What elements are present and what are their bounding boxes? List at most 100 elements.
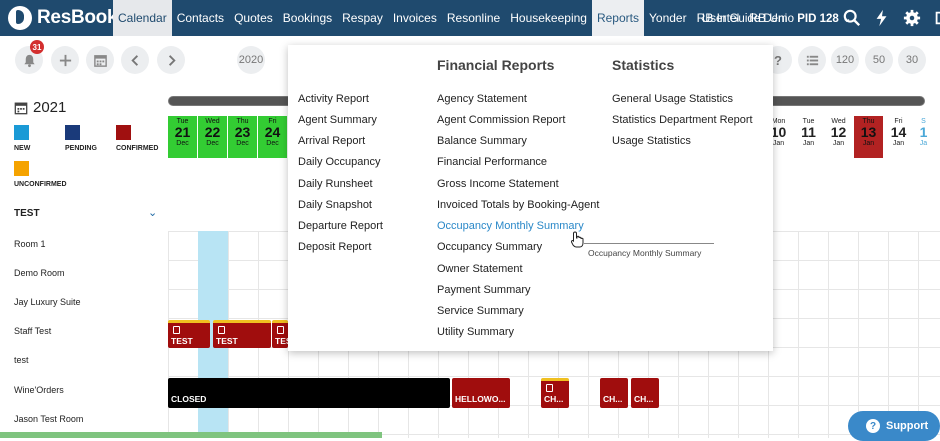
booking-block[interactable]: TEST [213,320,271,348]
legend-swatch [14,125,29,140]
nav-contacts[interactable]: Contacts [176,11,225,25]
nav-resonline[interactable]: Resonline [446,11,501,25]
menu-usage-statistics[interactable]: Usage Statistics [612,135,691,147]
legend-unconfirmed: UNCONFIRMED [14,161,114,188]
menu-deposit-report[interactable]: Deposit Report [298,241,372,253]
menu-financial-performance[interactable]: Financial Performance [437,156,548,168]
menu-activity-report[interactable]: Activity Report [298,93,369,105]
room-label[interactable]: Jay Luxury Suite [14,297,81,307]
menu-owner-statement[interactable]: Owner Statement [437,263,523,275]
booking-label: TEST [171,336,193,346]
nav-yonder[interactable]: Yonder [649,11,687,25]
booking-block[interactable]: CH... [600,378,628,408]
booking-block[interactable]: TES [272,320,288,348]
menu-agent-summary[interactable]: Agent Summary [298,114,377,126]
menu-arrival-report[interactable]: Arrival Report [298,135,366,147]
logout-icon[interactable] [933,9,940,27]
day-cell[interactable]: Wed 12 Jan [824,116,854,158]
legend-label: NEW [14,145,31,152]
gear-icon[interactable] [903,9,921,27]
next-button[interactable] [157,46,185,74]
search-icon[interactable] [843,9,861,27]
hand-cursor-icon [571,231,584,248]
menu-gross-income-statement[interactable]: Gross Income Statement [437,178,559,190]
day-cell[interactable]: S 1 Ja [914,116,934,158]
copy-icon [277,326,284,334]
lightning-icon[interactable] [873,9,891,27]
room-label[interactable]: Room 1 [14,239,46,249]
menu-daily-occupancy[interactable]: Daily Occupancy [298,156,381,168]
nav-respay[interactable]: Respay [342,11,383,25]
property-id: PID 128 [797,13,839,25]
room-label[interactable]: test [14,355,29,365]
year-heading: 2021 [14,99,66,116]
booking-block[interactable]: HELLOWO... [452,378,510,408]
status-bar [0,432,382,438]
day-cell[interactable]: Fri 14 Jan [884,116,914,158]
copy-icon [173,326,180,334]
chevron-down-icon[interactable]: ⌄ [148,207,158,219]
nav-quotes[interactable]: Quotes [234,11,273,25]
menu-occupancy-summary[interactable]: Occupancy Summary [437,241,543,253]
menu-daily-runsheet[interactable]: Daily Runsheet [298,178,373,190]
user-name: User Guide Demo [702,13,795,25]
year-label: 2021 [33,99,67,116]
menu-departure-report[interactable]: Departure Report [298,220,383,232]
list-icon [806,55,818,65]
nav-rb-uni[interactable]: RB Uni [749,11,788,25]
nav-bookings[interactable]: Bookings [282,11,333,25]
days-50-pill[interactable]: 50 [865,46,893,74]
legend-new: NEW [14,125,74,152]
room-label[interactable]: Demo Room [14,268,65,278]
resbook-logo[interactable]: ResBook [8,6,118,30]
days-30-pill[interactable]: 30 [898,46,926,74]
day-cell[interactable]: Thu 23 Dec [228,116,258,158]
notification-count-badge: 31 [30,40,44,54]
legend-label: UNCONFIRMED [14,181,67,188]
nav-reports[interactable]: Reports [591,0,644,36]
nav-housekeeping[interactable]: Housekeeping [510,11,587,25]
day-cell-today[interactable]: Thu 13 Jan [854,116,884,158]
day-cell[interactable]: Fri 24 Dec [258,116,288,158]
menu-agency-statement[interactable]: Agency Statement [437,93,527,105]
chevron-left-icon [130,54,138,66]
app-name: ResBook [37,7,118,28]
nav-invoices[interactable]: Invoices [392,11,437,25]
menu-balance-summary[interactable]: Balance Summary [437,135,527,147]
financial-reports-heading: Financial Reports [437,57,555,73]
year-2020-pill[interactable]: 2020 [237,46,265,74]
day-cell[interactable]: Tue 21 Dec [168,116,198,158]
menu-agent-commission-report[interactable]: Agent Commission Report [437,114,566,126]
nav-calendar[interactable]: Calendar [113,0,172,36]
menu-statistics-department-report[interactable]: Statistics Department Report [612,114,753,126]
menu-daily-snapshot[interactable]: Daily Snapshot [298,199,372,211]
list-view-button[interactable] [798,46,826,74]
calendar-icon [14,102,28,114]
user-menu[interactable]: User Guide Demo PID 128 ⌄ [702,11,852,25]
booking-block[interactable]: CH... [541,378,569,408]
menu-invoiced-totals[interactable]: Invoiced Totals by Booking-Agent [437,199,600,211]
legend-swatch [116,125,131,140]
day-cell[interactable]: Tue 11 Jan [794,116,824,158]
date-picker-button[interactable] [86,46,114,74]
nav-rb-intel[interactable]: RB Intel [696,11,740,25]
tooltip: Occupancy Monthly Summary [584,243,714,261]
booking-block[interactable]: CH... [631,378,659,408]
room-label[interactable]: Jason Test Room [14,414,84,424]
top-icons [843,9,940,27]
calendar-icon [93,54,107,67]
support-button[interactable]: ? Support [848,411,940,441]
menu-payment-summary[interactable]: Payment Summary [437,284,531,296]
menu-service-summary[interactable]: Service Summary [437,305,524,317]
menu-utility-summary[interactable]: Utility Summary [437,326,515,338]
booking-block[interactable]: TEST [168,320,210,348]
day-cell[interactable]: Wed 22 Dec [198,116,228,158]
room-label[interactable]: Staff Test [14,326,52,336]
room-label[interactable]: Wine'Orders [14,385,64,395]
add-button[interactable] [51,46,79,74]
days-120-pill[interactable]: 120 [831,46,859,74]
menu-general-usage-statistics[interactable]: General Usage Statistics [612,93,734,105]
previous-button[interactable] [121,46,149,74]
menu-occupancy-monthly-summary[interactable]: Occupancy Monthly Summary [437,220,584,232]
closed-block[interactable]: CLOSED [168,378,450,408]
